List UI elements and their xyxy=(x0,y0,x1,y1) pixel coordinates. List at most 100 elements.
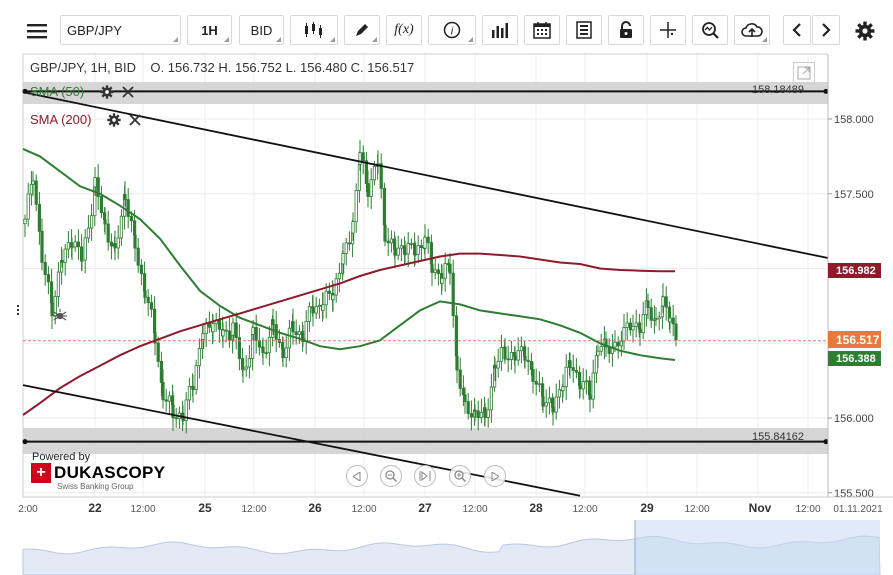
candle-body xyxy=(106,223,110,243)
zoom-in-button[interactable] xyxy=(449,465,471,487)
sma50-settings-button[interactable] xyxy=(99,84,115,100)
candle-body xyxy=(26,193,30,220)
candle-body xyxy=(664,296,668,308)
zoom-out-button[interactable] xyxy=(380,465,402,487)
candle-body xyxy=(554,396,558,413)
candle-body xyxy=(136,247,140,266)
price-tick-label: 156.000 xyxy=(834,413,874,425)
expand-button[interactable] xyxy=(793,62,815,84)
candle-body xyxy=(50,302,54,317)
candle-body xyxy=(616,341,620,347)
line-endpoint-handle xyxy=(22,439,28,445)
event-marker[interactable] xyxy=(52,308,68,324)
side-handle[interactable] xyxy=(17,303,21,321)
zoom-button[interactable] xyxy=(692,15,728,45)
menu-button[interactable] xyxy=(24,18,50,44)
candle-body xyxy=(139,264,143,275)
document-icon xyxy=(576,21,592,39)
crosshair-button[interactable] xyxy=(650,15,686,45)
candle-body xyxy=(171,404,175,419)
candle-body xyxy=(604,338,608,348)
candle-body xyxy=(534,381,538,385)
crosshair-icon xyxy=(660,22,676,38)
time-tick-label: 01.11.2021 xyxy=(833,504,883,515)
candle-body xyxy=(327,290,332,294)
line-endpoint-handle xyxy=(823,88,829,94)
candle-body xyxy=(317,304,322,307)
candle-body xyxy=(578,384,582,390)
candle-body xyxy=(634,322,638,327)
lower-line-value: 155.84162 xyxy=(752,431,804,443)
candle-body xyxy=(123,194,127,200)
candle-body xyxy=(399,245,404,249)
candle-body xyxy=(416,245,420,255)
candle-body xyxy=(641,314,645,334)
scroll-forward-button[interactable] xyxy=(484,465,506,487)
time-tick-label: 12:00 xyxy=(241,504,266,515)
candle-body xyxy=(311,307,315,314)
calendar-button[interactable] xyxy=(524,15,560,45)
pencil-icon xyxy=(356,24,368,36)
candle-body xyxy=(591,372,595,400)
close-price-tag: 156.517 xyxy=(828,331,881,348)
candle-body xyxy=(479,411,484,419)
scroll-back-button[interactable] xyxy=(346,465,368,487)
symbol-selector[interactable]: GBP/JPY xyxy=(60,15,181,45)
sma50-price-tag: 156.388 xyxy=(828,351,881,366)
candle-body xyxy=(426,236,430,243)
report-button[interactable] xyxy=(566,15,602,45)
candle-body xyxy=(547,397,552,404)
candle-body xyxy=(476,410,480,419)
sma50-remove-button[interactable] xyxy=(120,84,136,100)
candle-body xyxy=(574,370,579,373)
candle-body xyxy=(544,402,548,407)
draw-tool-button[interactable] xyxy=(344,15,380,45)
candle-body xyxy=(271,319,275,325)
chevron-right-icon xyxy=(822,23,831,37)
horizontal-line-bands xyxy=(22,82,829,454)
lock-button[interactable] xyxy=(608,15,644,45)
dukascopy-logo[interactable]: + DUKASCOPY Swiss Banking Group xyxy=(31,463,165,491)
candle-body xyxy=(654,318,658,321)
spider-icon xyxy=(53,309,67,321)
sma200-remove-button[interactable] xyxy=(127,112,143,128)
symbol-label: GBP/JPY xyxy=(67,22,122,38)
candle-body xyxy=(361,152,365,162)
chart-type-button[interactable] xyxy=(290,15,338,45)
candle-body xyxy=(568,360,572,368)
candle-body xyxy=(358,152,362,165)
candle-body xyxy=(646,300,650,309)
scroll-right-button[interactable] xyxy=(812,15,840,45)
candle-body xyxy=(379,163,383,189)
info-icon: i xyxy=(443,21,461,39)
brand-tagline: Swiss Banking Group xyxy=(57,482,134,491)
candle-body xyxy=(60,260,64,263)
reset-view-button[interactable] xyxy=(414,465,436,487)
candle-body xyxy=(561,386,565,392)
sma200-settings-button[interactable] xyxy=(106,112,122,128)
navigator-panel xyxy=(22,520,888,575)
info-button[interactable]: i xyxy=(428,15,476,45)
candle-body xyxy=(224,329,228,332)
candle-body xyxy=(29,183,34,195)
scroll-left-button[interactable] xyxy=(783,15,811,45)
side-selector[interactable]: BID xyxy=(239,15,284,45)
candle-body xyxy=(594,354,599,374)
candle-body xyxy=(334,278,338,296)
time-tick-label: 2:00 xyxy=(18,504,38,515)
export-button[interactable] xyxy=(734,15,770,45)
candle-body xyxy=(369,179,373,197)
chevron-left-icon xyxy=(792,23,801,37)
interval-selector[interactable]: 1H xyxy=(187,15,232,45)
time-tick-label: 27 xyxy=(418,501,432,515)
navigator-window xyxy=(635,520,880,575)
indicators-button[interactable]: f(x) xyxy=(386,15,422,45)
volume-button[interactable] xyxy=(482,15,518,45)
upper-line-value: 158.18489 xyxy=(752,84,804,96)
candle-body xyxy=(251,327,255,335)
interval-label: 1H xyxy=(201,22,218,38)
candle-body xyxy=(187,385,191,401)
time-tick-label: 12:00 xyxy=(572,504,597,515)
settings-button[interactable] xyxy=(852,18,878,44)
